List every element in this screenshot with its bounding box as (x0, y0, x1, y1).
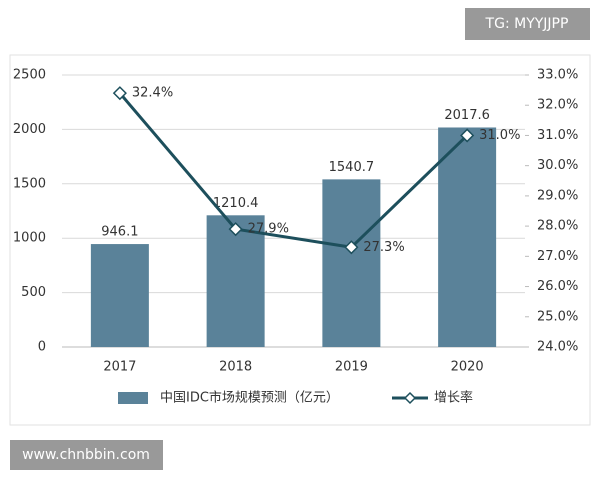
y2-tick-label: 31.0% (537, 128, 578, 143)
bar (90, 244, 149, 347)
legend-swatch (403, 391, 417, 405)
x-tick-label: 2017 (103, 360, 136, 375)
legend-label: 增长率 (434, 390, 473, 406)
line-label: 27.3% (363, 240, 404, 255)
y2-tick-label: 24.0% (537, 340, 578, 355)
bar-label: 1210.4 (213, 196, 259, 211)
y-tick-label: 2500 (13, 68, 46, 83)
bar-label: 946.1 (101, 225, 138, 240)
x-tick-label: 2019 (335, 360, 368, 375)
line-marker (112, 86, 127, 101)
bar-label: 2017.6 (444, 108, 490, 123)
y-tick-label: 0 (38, 340, 46, 355)
y-tick-label: 1000 (13, 231, 46, 246)
bar (322, 179, 381, 347)
watermark-box (10, 440, 163, 470)
y-tick-label: 500 (21, 285, 46, 300)
y-tick-label: 2000 (13, 122, 46, 137)
line-label: 32.4% (132, 86, 173, 101)
y-tick-label: 1500 (13, 176, 46, 191)
y2-tick-label: 32.0% (537, 98, 578, 113)
line (118, 92, 469, 249)
y2-tick-label: 28.0% (537, 219, 578, 234)
bar (438, 127, 497, 347)
line-label: 31.0% (479, 128, 520, 143)
watermark: www.chnbbin.com (22, 447, 150, 463)
watermark: TG: MYYJJPP (485, 16, 569, 32)
line-marker (460, 128, 475, 143)
y2-tick-label: 30.0% (537, 158, 578, 173)
y2-tick-label: 33.0% (537, 68, 578, 83)
chart-frame (9, 54, 591, 426)
y2-tick-label: 25.0% (537, 309, 578, 324)
y2-tick-label: 26.0% (537, 279, 578, 294)
line-label: 27.9% (248, 222, 289, 237)
bar-label: 1540.7 (329, 160, 375, 175)
x-tick-label: 2018 (219, 360, 252, 375)
legend-label: 中国IDC市场规模预测（亿元） (160, 390, 339, 406)
x-tick-label: 2020 (451, 360, 484, 375)
watermark-box (465, 8, 590, 40)
line-marker (344, 240, 359, 255)
legend-swatch (118, 392, 148, 404)
y2-tick-label: 29.0% (537, 188, 578, 203)
bar (206, 215, 265, 347)
line-marker (228, 222, 243, 237)
y2-tick-label: 27.0% (537, 249, 578, 264)
